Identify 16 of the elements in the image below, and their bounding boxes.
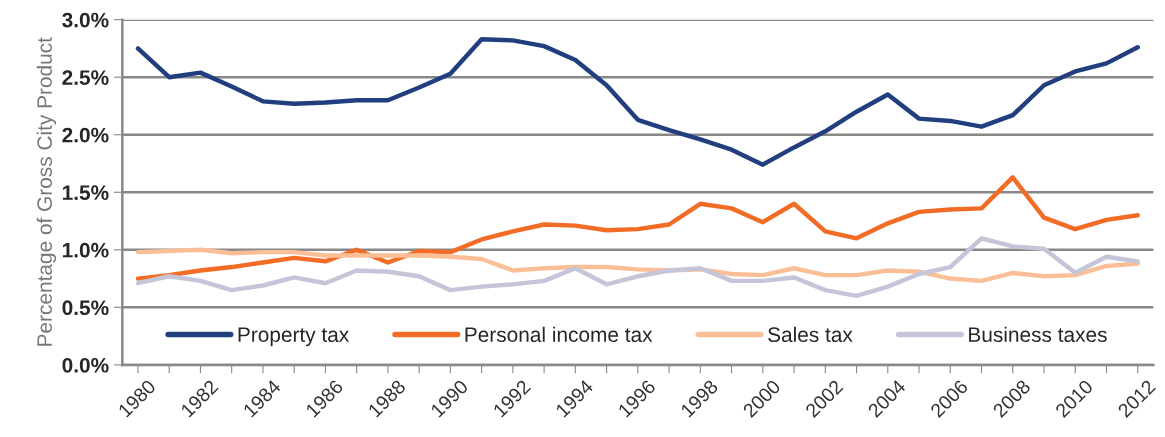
legend-label: Sales tax: [768, 326, 853, 343]
y-tick-label: 2.0%: [62, 127, 109, 143]
y-tick-label: 1.5%: [62, 185, 109, 201]
y-axis-title: Percentage of Gross City Product: [36, 37, 57, 346]
line-series: [135, 37, 1140, 167]
y-tick-label: 1.0%: [62, 242, 109, 258]
y-tick-label: 0.5%: [62, 300, 109, 316]
line-series: [135, 175, 1140, 281]
legend-label: Business taxes: [969, 326, 1107, 343]
line-series: [135, 247, 1140, 284]
y-tick-label: 3.0%: [62, 12, 109, 28]
legend-label: Property tax: [238, 327, 349, 347]
legend-label: Personal income tax: [465, 326, 653, 343]
y-tick-label: 2.5%: [62, 70, 109, 85]
y-tick-label: 0.0%: [62, 357, 109, 373]
line-series: [135, 236, 1140, 299]
